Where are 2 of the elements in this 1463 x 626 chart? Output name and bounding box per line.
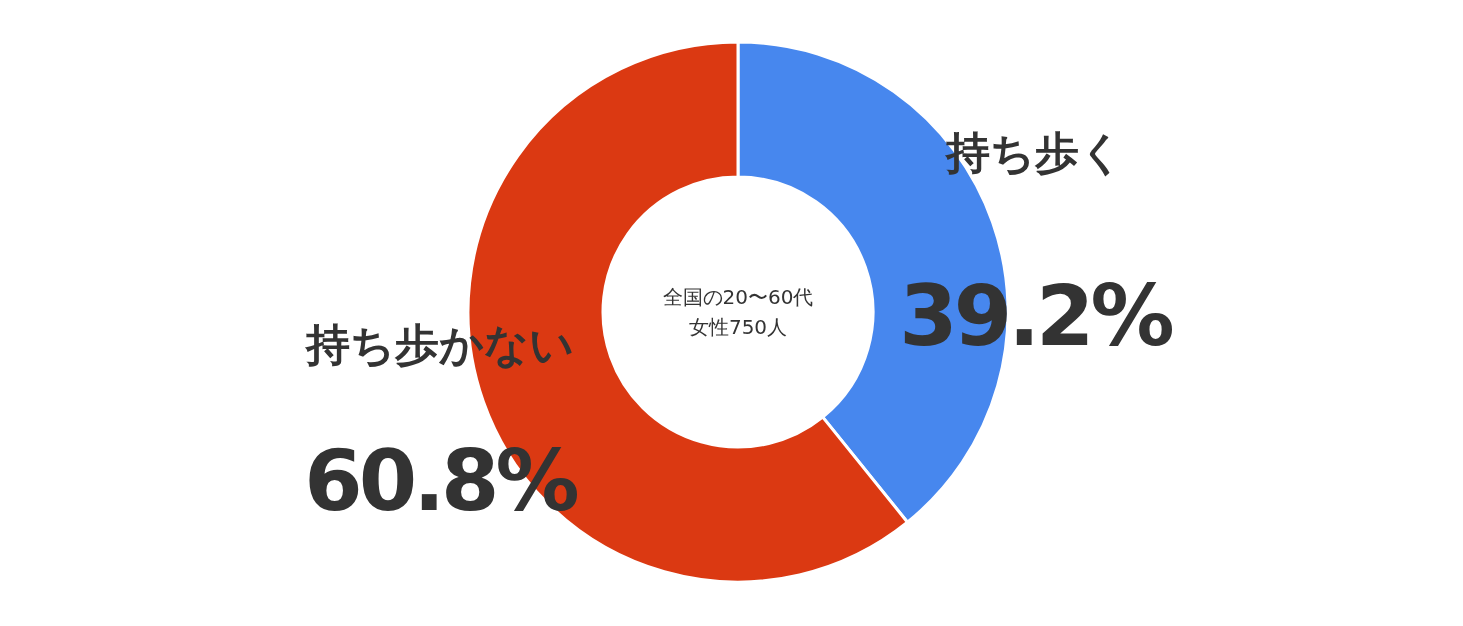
text: 女性750人 [688, 315, 788, 339]
text: 全国の20〜60代 [662, 285, 814, 309]
